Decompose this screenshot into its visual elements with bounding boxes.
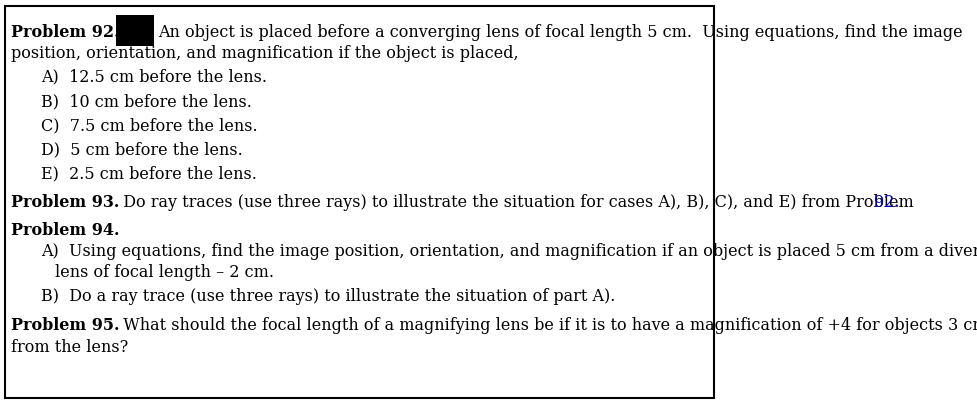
- Text: An object is placed before a converging lens of focal length 5 cm.  Using equati: An object is placed before a converging …: [157, 23, 961, 40]
- Text: E)  2.5 cm before the lens.: E) 2.5 cm before the lens.: [41, 165, 256, 182]
- Text: B)  10 cm before the lens.: B) 10 cm before the lens.: [41, 93, 251, 110]
- Text: Problem 92.: Problem 92.: [11, 23, 119, 40]
- FancyBboxPatch shape: [116, 15, 154, 47]
- Text: What should the focal length of a magnifying lens be if it is to have a magnific: What should the focal length of a magnif…: [113, 316, 977, 333]
- Text: Problem 95.: Problem 95.: [11, 316, 119, 333]
- Text: from the lens?: from the lens?: [11, 338, 128, 355]
- Text: Do ray traces (use three rays) to illustrate the situation for cases A), B), C),: Do ray traces (use three rays) to illust…: [113, 193, 918, 210]
- Text: A)  Using equations, find the image position, orientation, and magnification if : A) Using equations, find the image posit…: [41, 243, 977, 260]
- Text: Problem 93.: Problem 93.: [11, 193, 119, 210]
- Text: position, orientation, and magnification if the object is placed,: position, orientation, and magnification…: [11, 45, 518, 62]
- Text: 92.: 92.: [873, 193, 899, 210]
- Text: C)  7.5 cm before the lens.: C) 7.5 cm before the lens.: [41, 117, 257, 134]
- Text: B)  Do a ray trace (use three rays) to illustrate the situation of part A).: B) Do a ray trace (use three rays) to il…: [41, 288, 615, 305]
- FancyBboxPatch shape: [5, 6, 713, 398]
- Text: lens of focal length – 2 cm.: lens of focal length – 2 cm.: [55, 264, 274, 281]
- Text: A)  12.5 cm before the lens.: A) 12.5 cm before the lens.: [41, 68, 267, 85]
- Text: Problem 94.: Problem 94.: [11, 222, 119, 239]
- Text: D)  5 cm before the lens.: D) 5 cm before the lens.: [41, 141, 242, 158]
